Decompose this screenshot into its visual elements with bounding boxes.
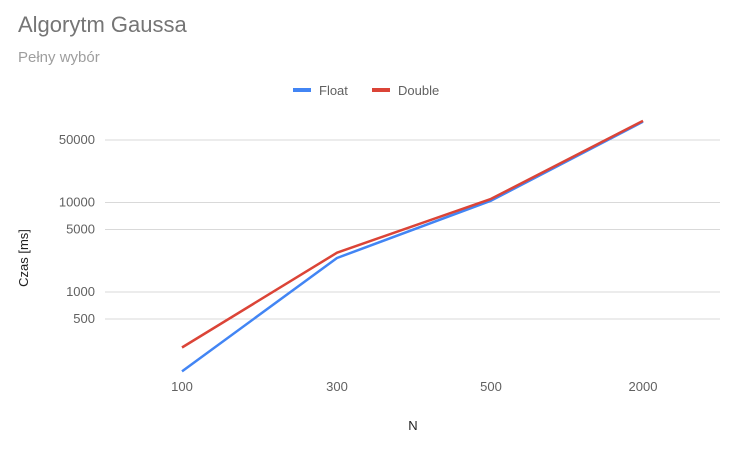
x-tick-labels: 100 300 500 2000 [171, 379, 657, 394]
series-line-double [181, 119, 644, 349]
y-tick-label: 1000 [66, 284, 95, 299]
gridlines [105, 139, 720, 320]
y-tick-label: 10000 [59, 195, 95, 210]
series-lines [181, 119, 644, 373]
legend-label-float: Float [319, 83, 348, 98]
x-tick-label: 100 [171, 379, 193, 394]
y-tick-label: 50000 [59, 132, 95, 147]
y-tick-labels: 500 1000 5000 10000 50000 [59, 132, 95, 326]
chart-title: Algorytm Gaussa [18, 12, 187, 37]
x-tick-label: 2000 [629, 379, 658, 394]
y-axis-label: Czas [ms] [16, 229, 31, 287]
y-tick-label: 5000 [66, 222, 95, 237]
legend: Float Double [293, 83, 439, 98]
x-tick-label: 500 [480, 379, 502, 394]
x-axis-label: N [408, 418, 417, 433]
series-line-float [181, 120, 644, 373]
y-tick-label: 500 [73, 311, 95, 326]
legend-label-double: Double [398, 83, 439, 98]
x-tick-label: 300 [326, 379, 348, 394]
chart-subtitle: Pełny wybór [18, 49, 100, 66]
